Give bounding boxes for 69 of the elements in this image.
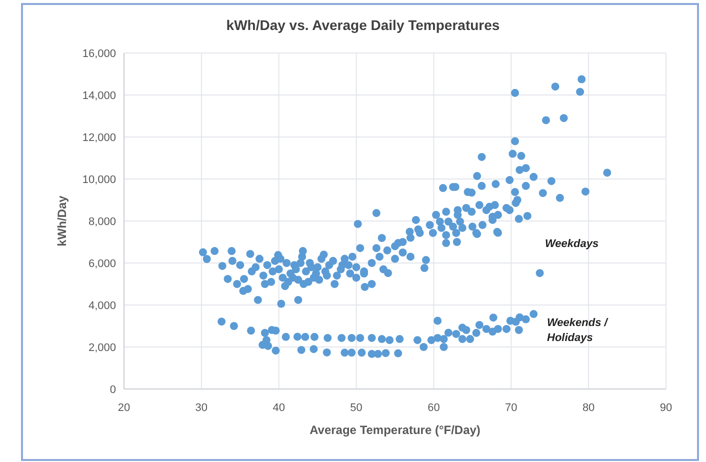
x-tick-label: 30 [195,402,208,414]
y-tick-label: 4,000 [88,300,116,312]
y-axis-title: kWh/Day [55,195,69,246]
x-axis-title: Average Temperature (°F/Day) [310,423,480,437]
point [516,313,524,322]
y-tick-label: 0 [110,384,116,396]
x-tick-label: 40 [272,402,285,414]
point [230,322,238,330]
point [340,348,349,357]
point [368,334,376,342]
point [394,349,402,358]
point [482,324,490,333]
x-tick-label: 50 [350,402,362,414]
point [301,332,310,341]
point [378,335,386,344]
point [514,326,523,334]
x-tick-label: 90 [660,402,672,414]
point [297,346,306,354]
point [530,310,538,318]
point [218,318,226,326]
y-tick-label: 12,000 [82,132,116,144]
point [413,336,422,344]
point [272,346,280,355]
y-tick-label: 6,000 [88,258,116,270]
point [310,345,318,354]
point [348,348,356,357]
x-tick-label: 80 [582,402,595,414]
x-tick-label: 20 [118,402,130,414]
point [440,343,448,351]
point [310,332,318,341]
y-tick-label: 8,000 [88,216,116,228]
point [374,350,382,358]
point [356,334,364,342]
point [293,332,302,341]
point [440,335,448,344]
y-tick-label: 14,000 [82,90,116,102]
point [502,324,510,333]
point [386,336,394,344]
point [494,324,502,333]
point [358,348,366,357]
series-label: Weekdays [545,238,599,250]
point [396,335,404,344]
point [452,330,460,338]
point [475,320,484,329]
point [472,328,480,337]
chart-title: kWh/Day vs. Average Daily Temperatures [226,17,500,33]
x-tick-label: 60 [428,402,440,414]
point [324,334,332,342]
x-tick-label: 70 [505,402,518,414]
point [246,326,255,335]
point [348,334,356,342]
point [338,334,346,342]
point [264,342,272,350]
point [434,316,442,325]
point [489,314,498,322]
point [382,349,390,358]
point [462,326,470,334]
point [458,335,466,344]
point [420,343,428,351]
point [444,328,452,337]
y-tick-label: 10,000 [82,174,116,186]
y-tick-label: 16,000 [82,48,116,60]
series-label: Weekends / Holidays [547,317,610,344]
point [522,315,530,324]
point [322,348,331,356]
point [466,335,474,344]
point [282,332,290,341]
y-tick-label: 2,000 [88,342,116,354]
point [260,328,269,337]
